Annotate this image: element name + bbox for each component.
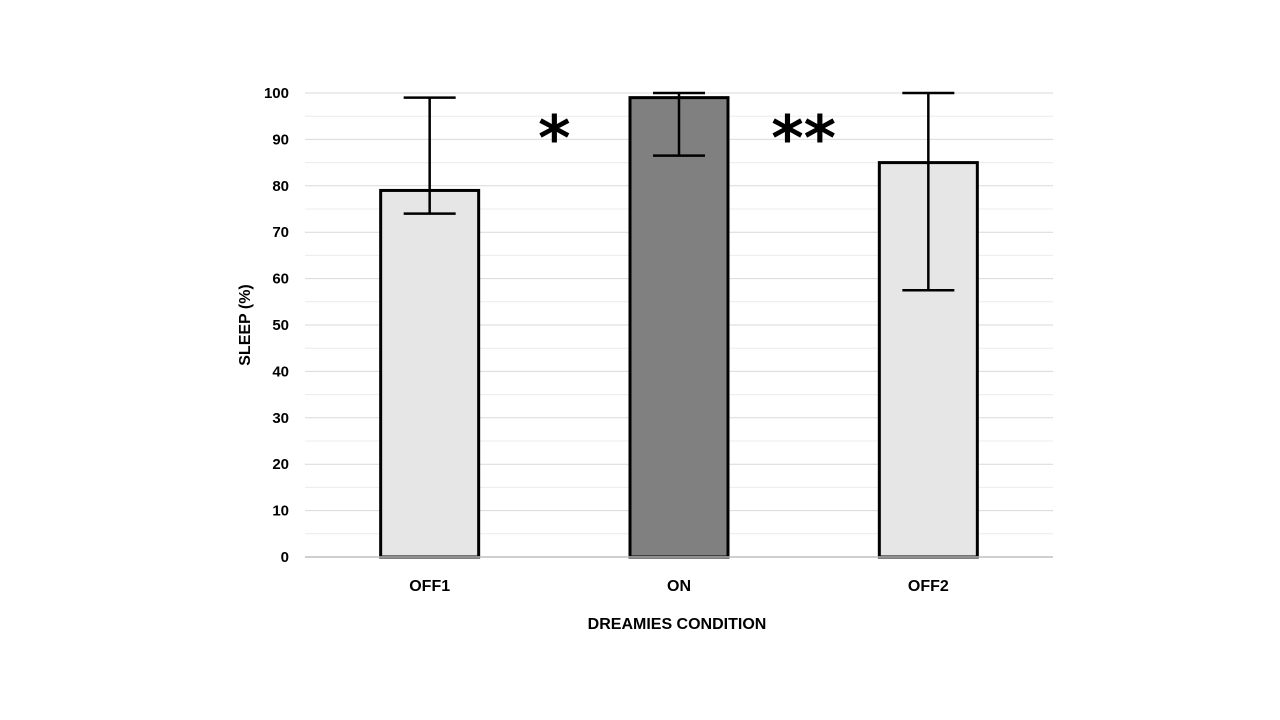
error-bars — [403, 91, 955, 292]
y-tick-label: 60 — [272, 271, 289, 288]
y-tick-label: 20 — [272, 456, 289, 473]
significance-annotations: * ** — [538, 102, 836, 175]
error-bar-on — [653, 91, 705, 157]
x-axis-categories: OFF1 ON OFF2 — [409, 578, 949, 595]
y-tick-label: 90 — [272, 131, 289, 148]
y-tick-label: 10 — [272, 503, 289, 520]
bar-off1 — [379, 188, 481, 559]
y-tick-label: 50 — [272, 317, 289, 334]
y-tick-label: 100 — [264, 85, 289, 102]
y-tick-label: 70 — [272, 224, 289, 241]
x-tick-label-off2: OFF2 — [908, 578, 949, 595]
bar-on — [628, 96, 730, 559]
y-axis-title: SLEEP (%) — [237, 284, 254, 366]
y-tick-label: 0 — [281, 549, 289, 566]
y-axis-ticks: 0 10 20 30 40 50 60 70 80 90 100 — [264, 85, 289, 566]
significance-mark: ** — [771, 102, 836, 175]
error-bar-off2 — [902, 91, 955, 292]
significance-mark: * — [538, 102, 570, 175]
y-tick-label: 80 — [272, 178, 289, 195]
y-tick-label: 40 — [272, 363, 289, 380]
x-tick-label-off1: OFF1 — [409, 578, 450, 595]
x-tick-label-on: ON — [667, 578, 691, 595]
bars — [379, 96, 979, 559]
x-axis-title: DREAMIES CONDITION — [588, 616, 767, 633]
error-bar-off1 — [403, 96, 456, 215]
y-tick-label: 30 — [272, 410, 289, 427]
